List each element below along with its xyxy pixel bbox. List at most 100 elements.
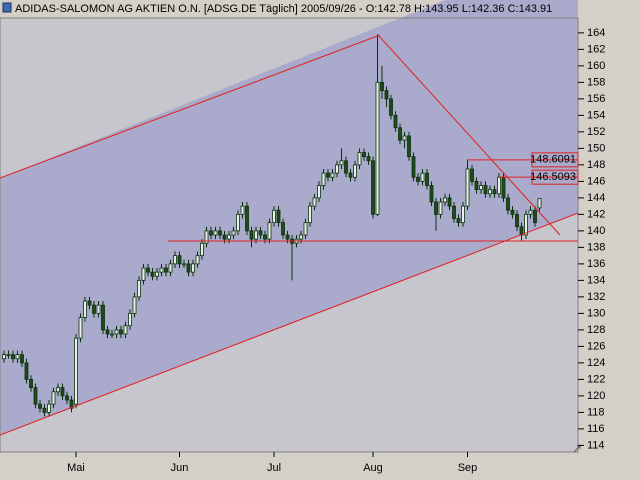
- candle-body: [326, 172, 330, 178]
- candle-body: [267, 222, 272, 240]
- candle-body: [357, 152, 362, 166]
- candle-body: [74, 337, 78, 405]
- candle-body: [173, 255, 177, 265]
- candle-body: [182, 263, 186, 266]
- candle-body: [87, 300, 92, 306]
- y-tick-label: 118: [587, 406, 605, 418]
- y-tick-label: 162: [587, 43, 605, 55]
- candle-body: [150, 271, 155, 277]
- candle-body: [429, 185, 434, 203]
- candle-body: [492, 189, 497, 195]
- candle-body: [434, 201, 438, 215]
- candle-body: [303, 222, 308, 236]
- candle-body: [245, 205, 249, 232]
- candle-body: [51, 391, 56, 405]
- candle-body: [69, 399, 74, 409]
- channel-fill: [0, 0, 578, 435]
- candle-body: [461, 205, 465, 224]
- candle-body: [186, 263, 191, 273]
- candle-body: [447, 197, 452, 207]
- candle-body: [200, 242, 204, 257]
- candle-body: [227, 234, 231, 240]
- candle-body: [15, 354, 20, 360]
- candle-body: [254, 230, 258, 240]
- y-tick-label: 114: [587, 439, 605, 451]
- y-tick-label: 122: [587, 373, 605, 385]
- candle-body: [528, 209, 533, 215]
- y-tick-label: 144: [587, 192, 605, 204]
- candle-body: [537, 198, 542, 209]
- candle-body: [452, 205, 456, 219]
- candle-body: [110, 333, 114, 336]
- candle-body: [123, 325, 128, 335]
- candle-body: [78, 317, 83, 339]
- candle-body: [407, 135, 411, 158]
- candle-body: [92, 304, 96, 314]
- candle-body: [497, 176, 501, 195]
- candle-body: [65, 395, 69, 401]
- candle-body: [191, 263, 195, 273]
- y-tick-label: 154: [587, 109, 605, 121]
- x-tick-label: Jul: [267, 462, 281, 474]
- lower-channel-line: [0, 212, 579, 436]
- y-tick-label: 132: [587, 291, 605, 303]
- y-tick-label: 136: [587, 258, 605, 270]
- candle-body: [443, 197, 447, 203]
- candle-body: [317, 185, 321, 199]
- candle-body: [438, 201, 443, 215]
- candle-body: [105, 329, 110, 335]
- candle-body: [501, 176, 506, 199]
- candle-body: [456, 218, 461, 224]
- candle-body: [420, 172, 425, 182]
- y-tick-label: 142: [587, 208, 605, 220]
- candle-body: [384, 90, 389, 100]
- y-tick-label: 160: [587, 60, 605, 72]
- candle-body: [2, 354, 6, 360]
- candle-body: [132, 296, 137, 314]
- y-tick-label: 128: [587, 324, 605, 336]
- candle-body: [533, 209, 537, 224]
- candle-body: [231, 230, 236, 236]
- candle-body: [96, 304, 101, 314]
- candle-body: [222, 234, 227, 240]
- candle-body: [209, 230, 213, 236]
- candle-body: [515, 213, 519, 228]
- candle-body: [119, 329, 123, 335]
- candle-body: [330, 172, 335, 178]
- candle-body: [29, 378, 33, 389]
- candle-body: [258, 230, 263, 236]
- y-tick-label: 130: [587, 307, 605, 319]
- y-tick-label: 148: [587, 159, 605, 171]
- candle-body: [335, 164, 339, 174]
- y-tick-label: 156: [587, 93, 605, 105]
- candle-body: [465, 168, 470, 207]
- candle-body: [299, 234, 303, 240]
- candle-body: [272, 209, 276, 224]
- candle-body: [285, 234, 290, 240]
- candle-body: [11, 354, 15, 360]
- candle-body: [281, 222, 285, 236]
- candle-body: [393, 114, 398, 129]
- candle-body: [389, 98, 393, 116]
- candle-body: [506, 197, 510, 211]
- y-tick-label: 146: [587, 175, 605, 187]
- candle-body: [56, 387, 60, 393]
- plot-border: [0, 17, 579, 453]
- y-tick-label: 120: [587, 390, 605, 402]
- candle-body: [375, 81, 380, 215]
- y-tick-label: 152: [587, 126, 605, 138]
- candle-body: [348, 172, 353, 178]
- candle-body: [213, 230, 218, 236]
- candle-body: [344, 160, 348, 174]
- upper-channel-line: [0, 34, 381, 179]
- candle-body: [488, 189, 492, 195]
- candle-body: [33, 387, 38, 405]
- candle-body: [249, 230, 254, 240]
- downtrend-line: [377, 34, 561, 236]
- candle-body: [114, 329, 119, 335]
- candle-body: [155, 271, 159, 277]
- candle-body: [101, 304, 105, 331]
- candle-body: [42, 407, 47, 413]
- candle-body: [402, 135, 407, 141]
